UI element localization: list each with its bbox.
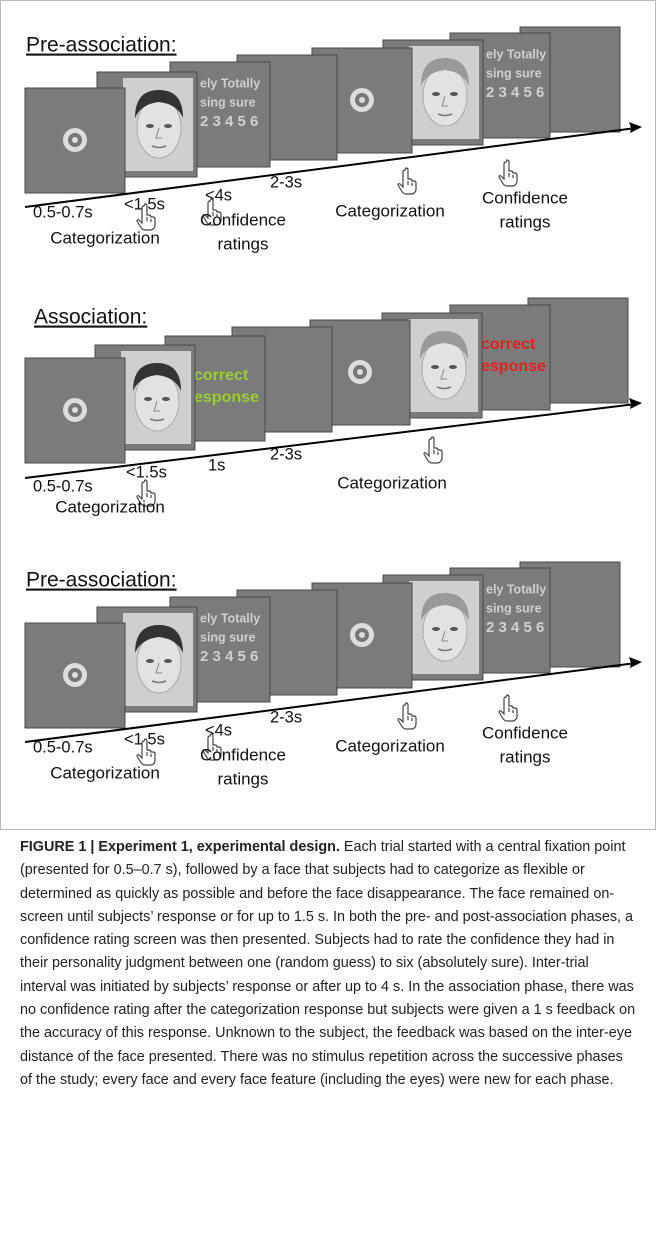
hand-icon: [136, 479, 156, 507]
hand-icon: [498, 159, 518, 187]
hair: [421, 58, 469, 86]
timeline: [24, 127, 637, 208]
response-label: Categorization: [335, 201, 445, 220]
hair: [420, 331, 468, 359]
rating-text: 2 3 4 5 6: [200, 648, 258, 665]
response-label: ratings: [217, 234, 268, 253]
timing-label: 0.5-0.7s: [33, 477, 93, 495]
rating-text: 2 3 4 5 6: [200, 113, 258, 130]
timing-label: 0.5-0.7s: [33, 203, 93, 221]
eye: [449, 365, 457, 369]
nose: [153, 400, 160, 412]
caption-label: FIGURE 1 | Experiment 1, experimental de…: [20, 839, 340, 855]
eye: [450, 627, 458, 631]
feedback-text: correct: [481, 336, 536, 353]
hair: [133, 363, 181, 391]
rating-text: ely Totally: [486, 582, 546, 596]
timing-label: 2-3s: [270, 708, 302, 726]
hand-icon: [136, 203, 156, 231]
fixation-dot: [72, 407, 78, 413]
panel-title: Pre-association:: [26, 34, 177, 57]
fixation-dot: [359, 632, 365, 638]
hand-icon: [202, 733, 222, 761]
response-label: ratings: [499, 747, 550, 766]
eye: [146, 659, 154, 663]
mouth: [437, 113, 453, 117]
mouth: [149, 418, 165, 422]
hair: [135, 625, 183, 653]
timeline-arrowhead: [629, 122, 642, 133]
timing-label: 2-3s: [270, 445, 302, 463]
timeline: [24, 403, 637, 479]
response-label: Categorization: [337, 473, 447, 492]
nose: [441, 630, 448, 642]
eye: [164, 659, 172, 663]
eye: [432, 627, 440, 631]
eye: [144, 397, 152, 401]
hand-icon: [498, 694, 518, 722]
hand-icon: [423, 436, 443, 464]
eye: [162, 397, 170, 401]
response-label: ratings: [499, 212, 550, 231]
hand-icon: [397, 702, 417, 730]
eye: [146, 124, 154, 128]
eye: [431, 365, 439, 369]
fixation-dot: [72, 137, 78, 143]
feedback-text: esponse: [481, 358, 546, 375]
nose: [155, 127, 162, 139]
response-label: Categorization: [50, 228, 160, 247]
mouth: [436, 386, 452, 390]
response-label: Categorization: [50, 763, 160, 782]
rating-text: sing sure: [486, 601, 542, 615]
rating-text: ely Totally: [486, 47, 546, 61]
hand-icon: [202, 198, 222, 226]
mouth: [151, 680, 167, 684]
hair: [135, 90, 183, 118]
mouth: [437, 648, 453, 652]
response-label: Confidence: [482, 723, 568, 742]
timeline-arrowhead: [629, 657, 642, 668]
timing-label: 0.5-0.7s: [33, 738, 93, 756]
panel-title: Pre-association:: [26, 569, 177, 592]
fixation-dot: [72, 672, 78, 678]
fixation-dot: [357, 369, 363, 375]
hair: [421, 593, 469, 621]
timing-label: 2-3s: [270, 173, 302, 191]
rating-text: sing sure: [200, 630, 256, 644]
response-label: Confidence: [482, 188, 568, 207]
feedback-text: correct: [194, 367, 249, 384]
hand-icon: [397, 167, 417, 195]
feedback-text: esponse: [194, 389, 259, 406]
hand-icon: [136, 738, 156, 766]
figure: Pre-association: ely Totally sing sure 2 3 …: [0, 0, 656, 830]
mouth: [151, 145, 167, 149]
rating-text: 2 3 4 5 6: [486, 619, 544, 636]
response-label: Confidence: [200, 745, 286, 764]
panel-title: Association:: [34, 306, 147, 329]
response-label: ratings: [217, 769, 268, 788]
rating-text: ely Totally: [200, 76, 260, 90]
rating-text: ely Totally: [200, 611, 260, 625]
eye: [164, 124, 172, 128]
caption: FIGURE 1 | Experiment 1, experimental de…: [20, 836, 638, 1092]
nose: [441, 95, 448, 107]
response-label: Categorization: [55, 497, 165, 516]
nose: [155, 662, 162, 674]
response-label: Confidence: [200, 210, 286, 229]
timeline: [24, 662, 637, 743]
nose: [440, 368, 447, 380]
caption-text: Each trial started with a central fixati…: [20, 839, 636, 1088]
rating-text: sing sure: [200, 95, 256, 109]
eye: [432, 92, 440, 96]
fixation-dot: [359, 97, 365, 103]
eye: [450, 92, 458, 96]
rating-text: sing sure: [486, 66, 542, 80]
timeline-arrowhead: [629, 398, 642, 409]
timing-label: 1s: [208, 456, 225, 474]
response-label: Categorization: [335, 736, 445, 755]
timing-label: <1.5s: [126, 463, 167, 481]
rating-text: 2 3 4 5 6: [486, 84, 544, 101]
